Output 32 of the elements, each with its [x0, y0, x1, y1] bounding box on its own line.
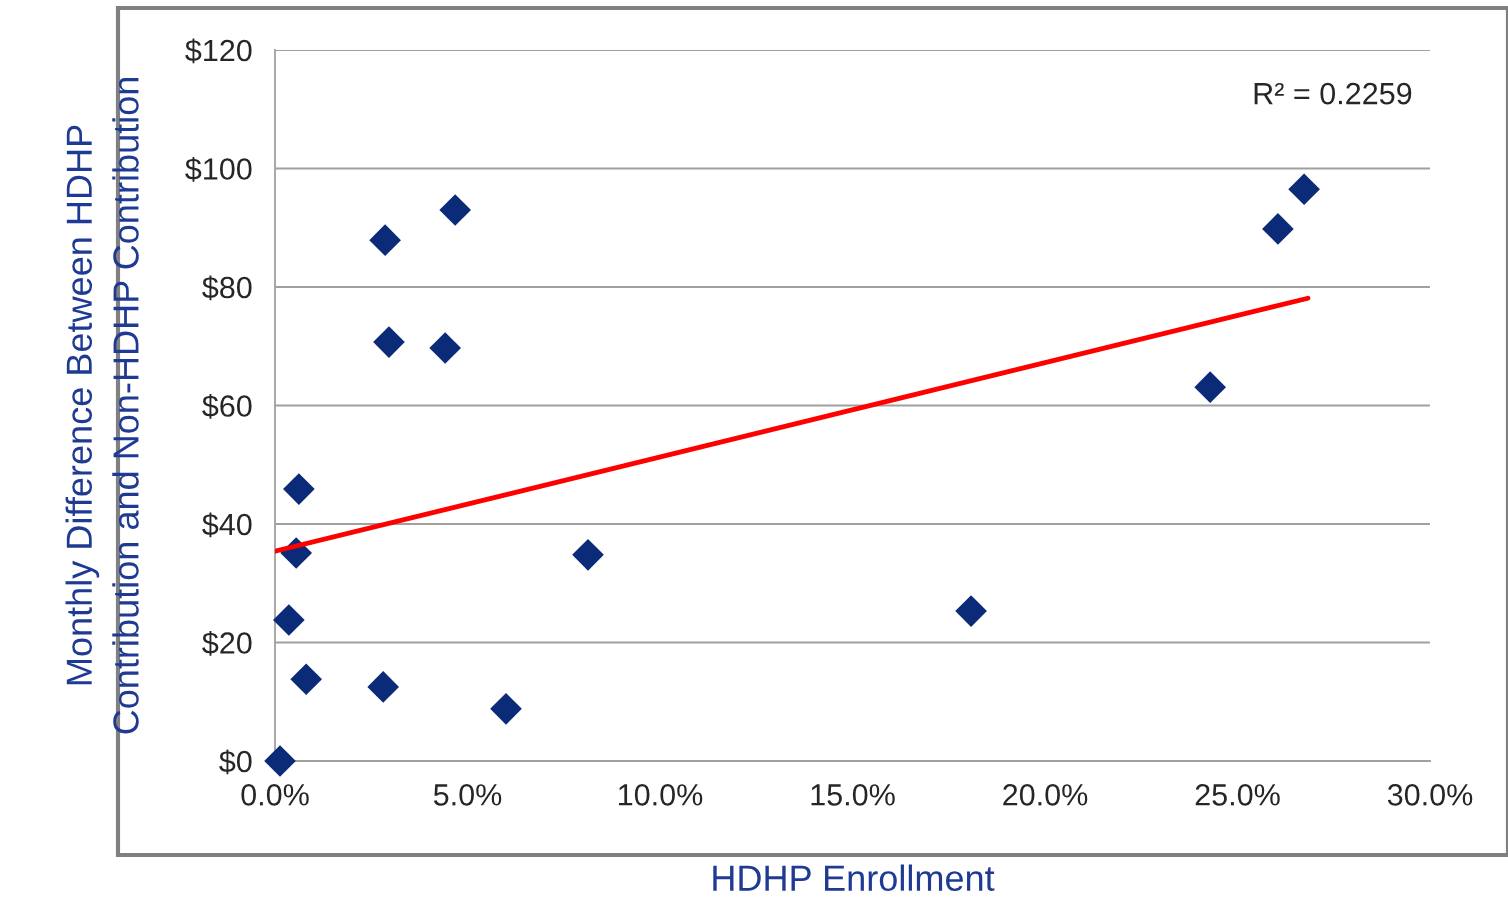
point	[439, 194, 472, 226]
point	[264, 745, 296, 777]
y-tick-label: $120	[185, 38, 252, 64]
point	[572, 538, 604, 571]
point	[1288, 173, 1320, 206]
point	[1194, 371, 1226, 403]
x-tick-label: 30.0%	[1387, 784, 1473, 806]
y-tick-label: $100	[185, 156, 252, 182]
x-tick-label: 15.0%	[811, 784, 895, 806]
y-tick-label: $40	[202, 512, 252, 538]
point	[490, 693, 522, 725]
x-tick-label: 0.0%	[241, 784, 309, 806]
point	[290, 663, 323, 696]
x-tick-label: 20.0%	[1003, 784, 1088, 806]
point	[369, 224, 401, 257]
x-tick-label: 10.0%	[619, 784, 703, 806]
y-tick-label: $20	[202, 630, 252, 656]
y-axis-title: Monthly Difference Between HDHP Contribution and Non-HDHP Contribution	[65, 77, 139, 734]
point	[367, 671, 400, 703]
annotation: R² = 0.2259	[1254, 82, 1412, 105]
point	[429, 332, 462, 364]
x-axis-title: HDHP Enrollment	[713, 864, 995, 892]
point	[283, 473, 315, 505]
y-tick-label: $80	[202, 275, 252, 301]
point	[273, 604, 305, 636]
y-tick-label: $60	[202, 393, 252, 419]
point	[955, 595, 987, 627]
y-tick-label: $0	[219, 749, 252, 775]
x-tick-label: 5.0%	[433, 784, 502, 806]
point	[373, 326, 405, 358]
point	[1262, 213, 1294, 245]
x-tick-label: 25.0%	[1195, 784, 1280, 806]
